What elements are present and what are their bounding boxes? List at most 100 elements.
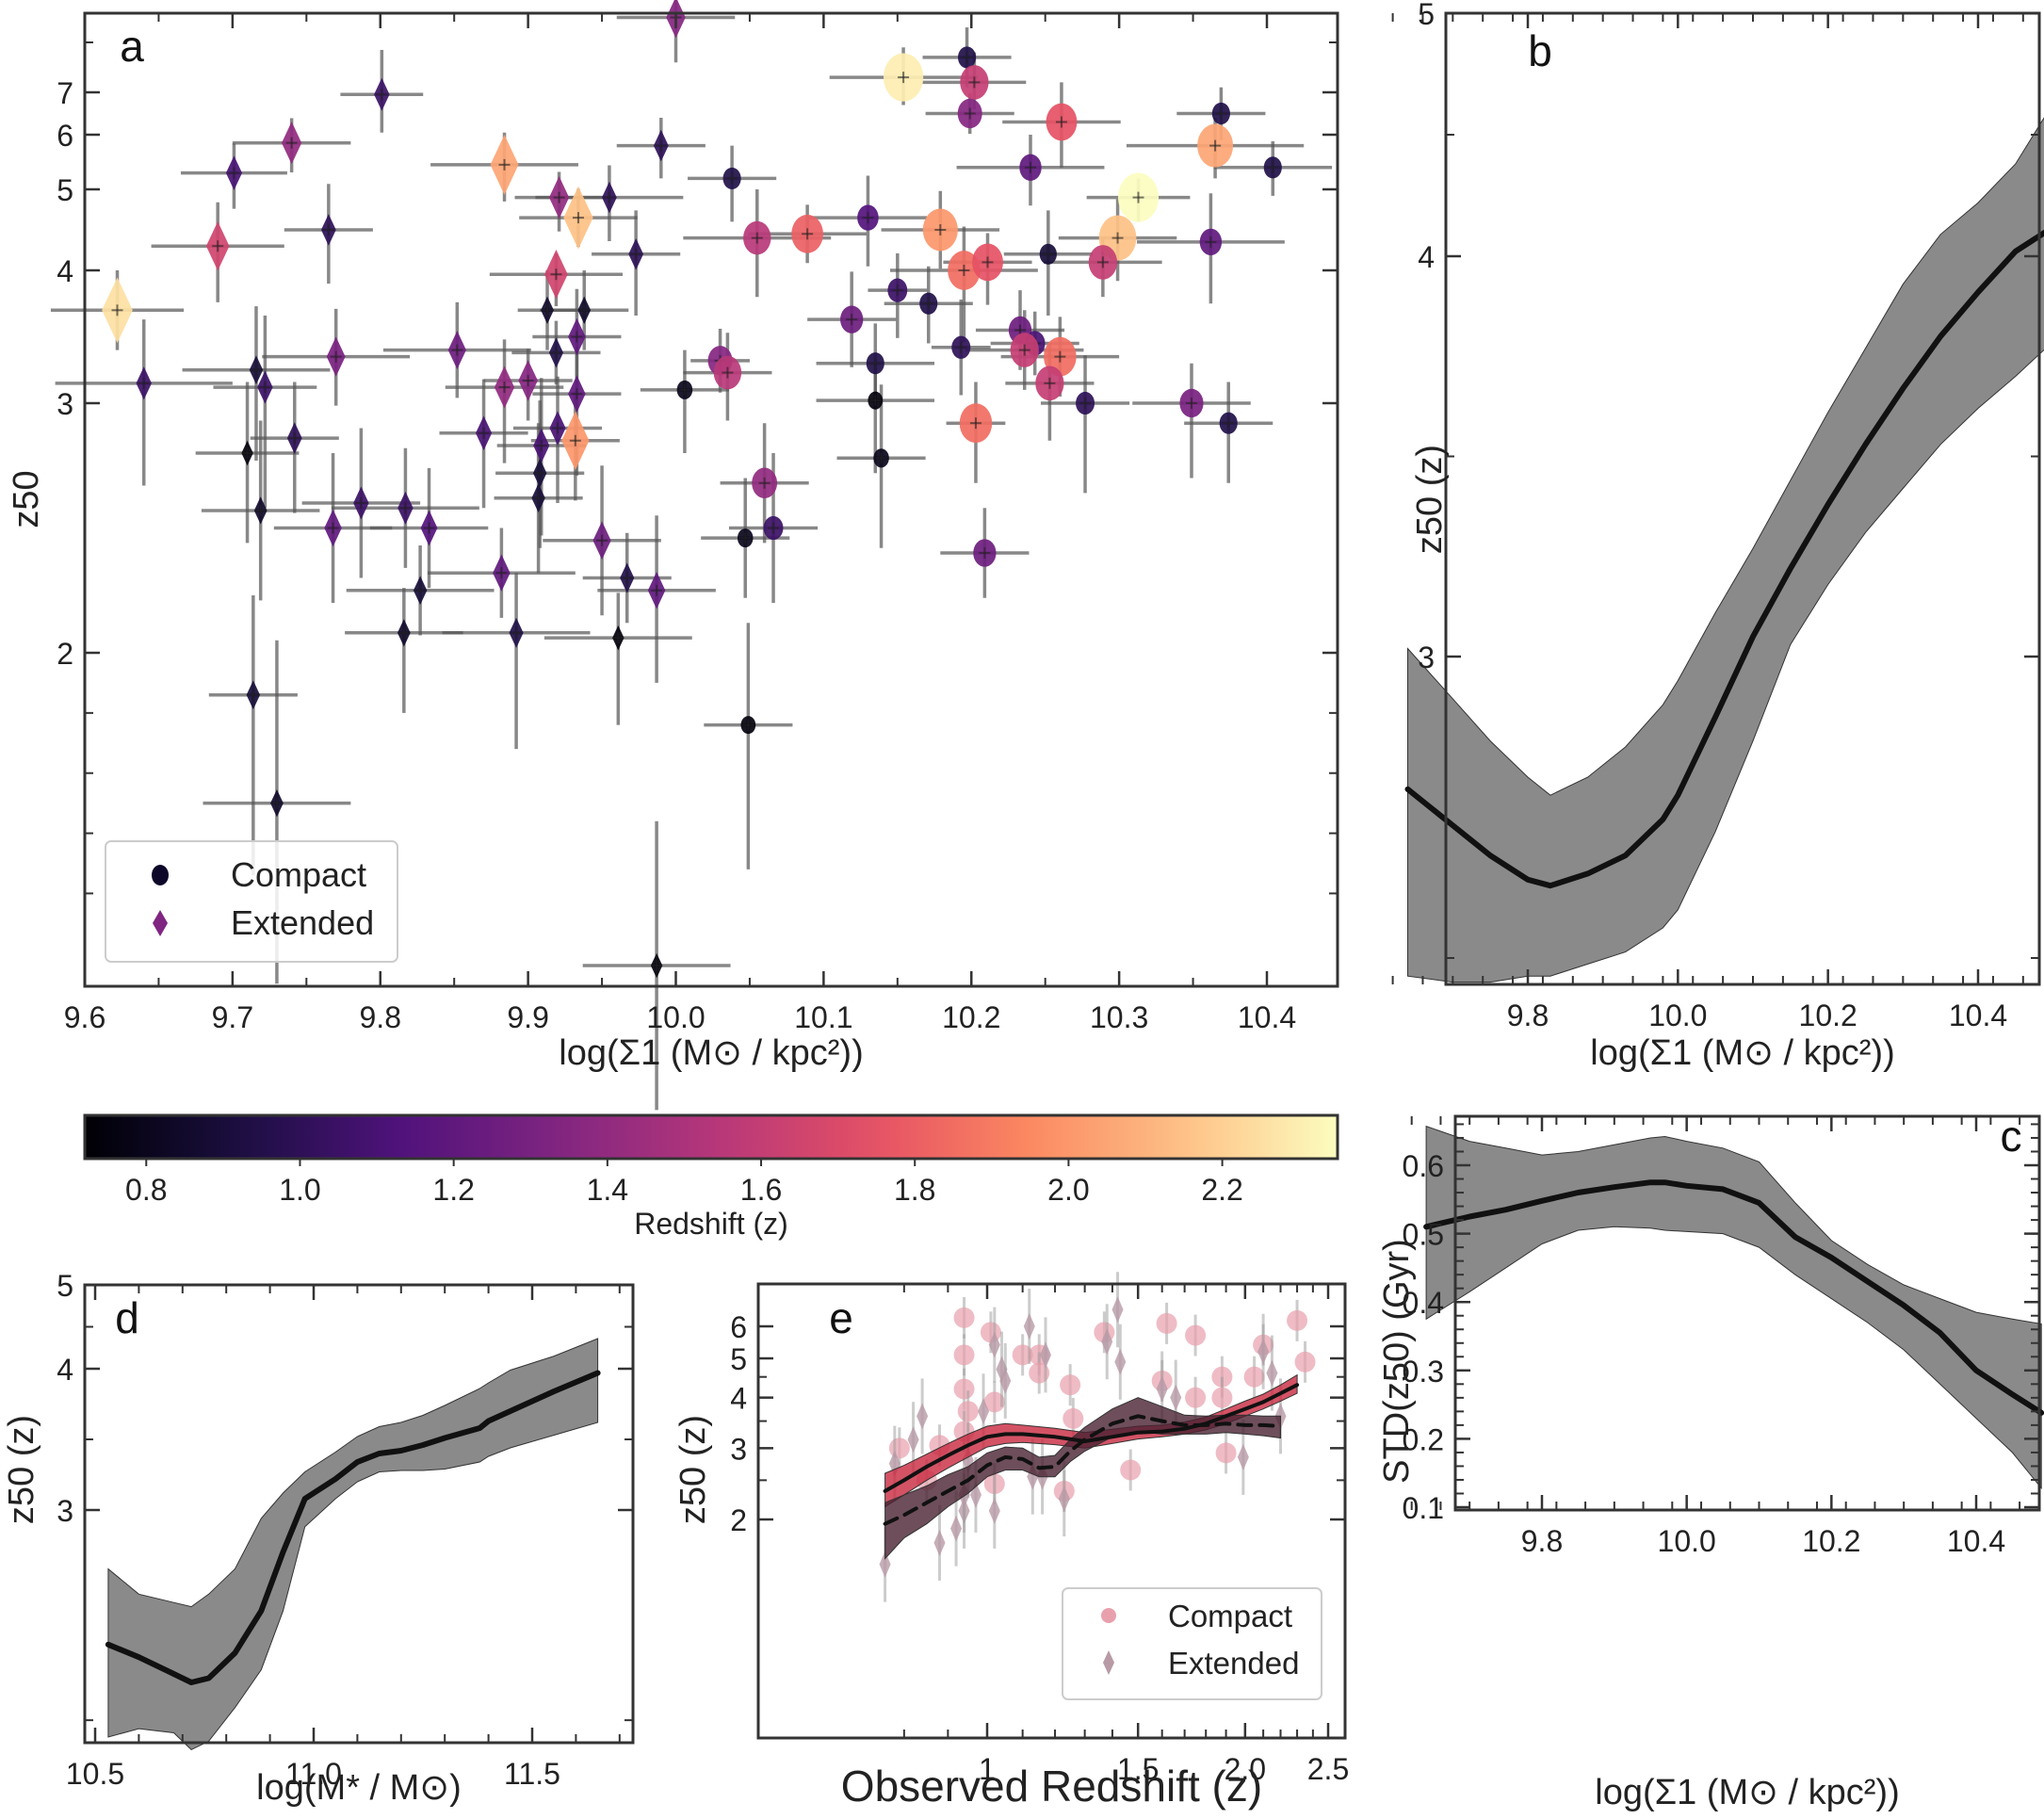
compact-point [1120, 1459, 1142, 1481]
x-tick-label: 10.2 [942, 1000, 1000, 1034]
y-tick-label: 0.6 [1403, 1149, 1444, 1183]
x-tick-label: 1.5 [1117, 1752, 1159, 1786]
panel-c-xlabel: log(Σ1 (M⊙ / kpc²)) [1595, 1773, 1899, 1812]
panel-e-xlabel: Observed Redshift (z) [841, 1762, 1262, 1811]
extended-point [988, 1331, 1000, 1358]
colorbar: 0.8 1.0 1.2 1.4 1.6 1.8 2.0 2.2 Redshift (z) [83, 1113, 1339, 1241]
compact-point [1215, 1442, 1237, 1464]
y-tick-label: 5 [57, 173, 73, 207]
compact-point [953, 1344, 975, 1366]
x-tick-label: 9.8 [1507, 999, 1549, 1032]
y-tick-label: 3 [730, 1432, 747, 1466]
panel-b-median-line [1404, 229, 2044, 889]
panel-d-ylabel: z50 (z) [2, 1415, 41, 1524]
x-tick-label: 10.2 [1799, 999, 1857, 1032]
panel-e-ylabel: z50 (z) [673, 1415, 713, 1524]
y-tick-label: 0.5 [1403, 1218, 1444, 1252]
legend-extended-label: Extended [1168, 1646, 1299, 1681]
panel-d-letter: d [115, 1293, 139, 1342]
x-tick-label: 10.0 [1648, 999, 1707, 1032]
x-tick-label: 10.0 [1658, 1524, 1716, 1558]
extended-point [1257, 1338, 1270, 1365]
panel-c-frame [1453, 1114, 2041, 1512]
compact-point [980, 1322, 1001, 1343]
extended-point [1237, 1443, 1249, 1470]
panel-d-xlabel: log(M* / M⊙) [256, 1768, 462, 1808]
compact-point [1012, 1344, 1033, 1366]
y-tick-label: 4 [57, 1353, 73, 1387]
x-tick-label: 11.5 [504, 1757, 560, 1791]
compact-point [1243, 1366, 1265, 1388]
legend-compact-label: Compact [1168, 1599, 1292, 1633]
colorbar-tick-label: 2.2 [1201, 1173, 1242, 1207]
panel-d-band [107, 1338, 599, 1751]
compact-point [888, 1437, 910, 1459]
x-tick-label: 2.0 [1225, 1752, 1266, 1786]
x-tick-label: 10.4 [1238, 1000, 1296, 1034]
y-tick-label: 5 [1418, 0, 1435, 31]
panel-a-frame [83, 11, 1339, 988]
compact-point [953, 1378, 975, 1400]
panel-e-legend: Compact Extended [1062, 1587, 1322, 1700]
compact-point [1185, 1324, 1207, 1346]
panel-a-xlabel: log(Σ1 (M⊙ / kpc²)) [559, 1033, 863, 1073]
extended-point [1170, 1384, 1182, 1411]
legend-extended-marker [153, 910, 168, 936]
y-tick-label: 2 [57, 637, 73, 671]
y-tick-label: 5 [57, 1269, 73, 1303]
legend-compact-label: Compact [231, 855, 366, 894]
panel-a-ylabel: z50 [7, 470, 46, 528]
colorbar-tick-label: 1.2 [432, 1173, 474, 1207]
panel-b-frame [1444, 11, 2041, 986]
x-tick-label: 9.6 [64, 1000, 105, 1034]
extended-point [1266, 1359, 1278, 1387]
y-tick-label: 3 [1418, 641, 1435, 674]
x-tick-label: 10.4 [1949, 999, 2007, 1032]
y-tick-label: 0.2 [1403, 1422, 1444, 1456]
panel-d-median-line [105, 1370, 601, 1685]
compact-point [1060, 1374, 1081, 1396]
panel-b-letter: b [1528, 26, 1552, 75]
colorbar-tick-label: 1.4 [587, 1173, 628, 1207]
compact-point [1211, 1387, 1233, 1408]
panel-c-ylabel: STD(z50) (Gyr) [1377, 1239, 1417, 1484]
compact-point [1294, 1351, 1316, 1372]
extended-fit-line [883, 1414, 1283, 1526]
x-tick-label: 11.0 [285, 1757, 342, 1791]
x-tick-label: 10.5 [66, 1757, 124, 1791]
x-tick-label: 10.1 [794, 1000, 852, 1034]
compact-point [953, 1307, 975, 1328]
x-tick-label: 10.2 [1802, 1524, 1860, 1558]
x-tick-label: 9.9 [507, 1000, 548, 1034]
extended-point [1040, 1341, 1052, 1369]
y-tick-label: 4 [730, 1382, 747, 1416]
compact-point [1185, 1387, 1207, 1408]
panel-b-band [1407, 117, 2044, 983]
legend-box [1062, 1587, 1322, 1700]
extended-point [1101, 1328, 1113, 1356]
panel-c-letter: c [2001, 1112, 2022, 1161]
panel-e-frame [756, 1282, 1347, 1740]
colorbar-tick-label: 2.0 [1047, 1173, 1089, 1207]
extended-point [1114, 1348, 1127, 1375]
panel-b-ylabel: z50 (z) [1410, 445, 1450, 554]
x-tick-label: 10.4 [1947, 1524, 2005, 1558]
extended-point [950, 1515, 963, 1542]
extended-point [1023, 1313, 1035, 1340]
y-tick-label: 7 [57, 76, 73, 110]
panel-e: 1 1.5 2.0 2.5 2 3 4 56 Observed Redshift (z) z50 … [673, 1272, 1349, 1811]
extended-point [988, 1497, 1000, 1524]
extended-point [999, 1367, 1012, 1394]
x-tick-label: 9.7 [212, 1000, 253, 1034]
extended-point [1058, 1486, 1070, 1513]
compact-point [1063, 1407, 1084, 1429]
x-tick-label: 9.8 [1521, 1524, 1563, 1558]
panel-e-letter: e [829, 1293, 853, 1342]
compact-point [1156, 1312, 1177, 1334]
panel-c: 9.8 10.0 10.2 10.4 0.1 0.2 0.3 0.4 0.5 0.6 log(Σ1 … [1377, 1112, 2044, 1812]
y-tick-label: 3 [57, 1494, 73, 1528]
y-tick-label: 5 [730, 1342, 747, 1376]
extended-point [879, 1551, 891, 1578]
extended-point [917, 1403, 929, 1430]
